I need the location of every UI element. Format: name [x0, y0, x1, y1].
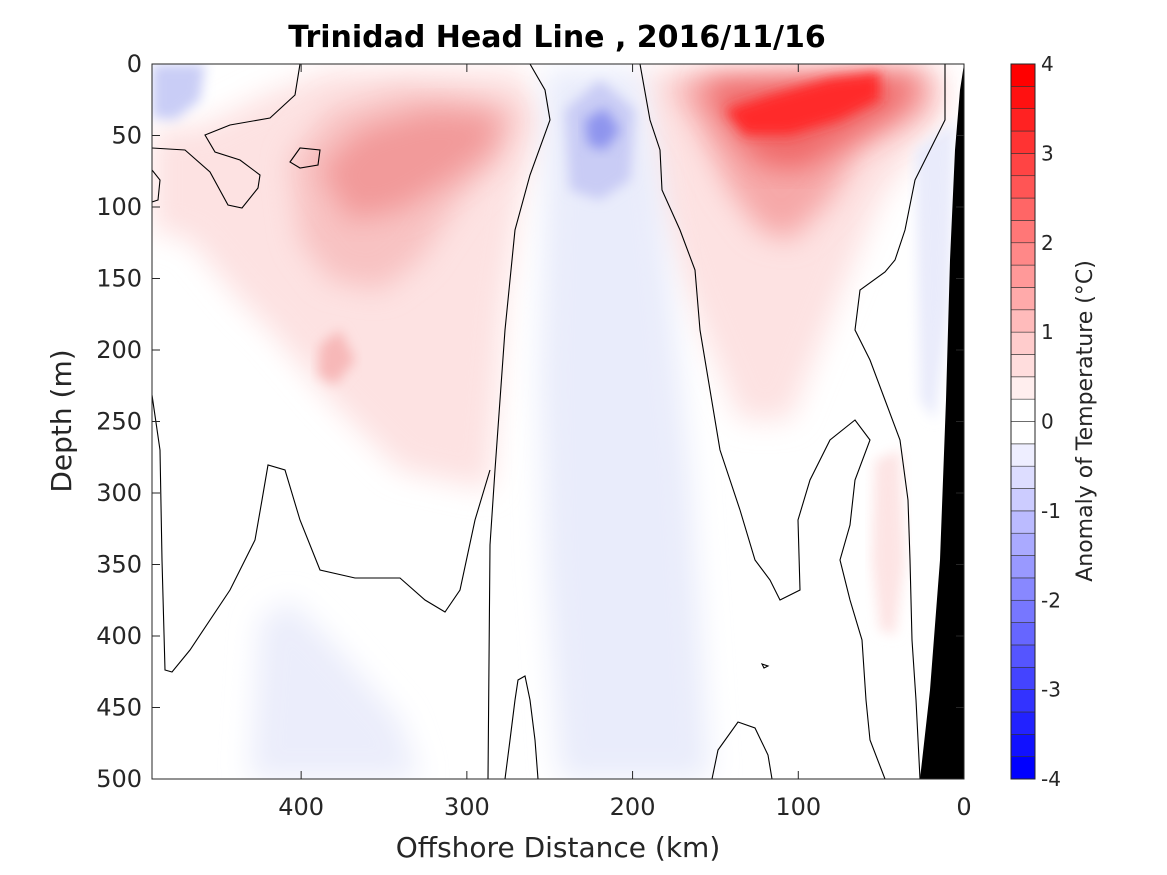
zero-contour-8	[711, 721, 773, 779]
y-tick-label: 50	[111, 122, 142, 150]
y-tick-label: 300	[96, 479, 142, 507]
colorbar-tick-label: 4	[1041, 52, 1054, 76]
y-tick-label: 100	[96, 193, 142, 221]
colorbar-band	[1010, 443, 1036, 467]
colorbar-band	[1010, 264, 1036, 288]
colorbar-band	[1010, 510, 1036, 534]
colorbar-band	[1010, 711, 1036, 735]
colorbar-band	[1010, 242, 1036, 266]
x-tick-label: 400	[278, 793, 324, 821]
colorbar-band	[1010, 644, 1036, 668]
pale-cool-deep-left	[250, 600, 420, 779]
colorbar-tick-label: 2	[1041, 231, 1054, 255]
warm-tongue-left-deep	[318, 330, 355, 385]
y-axis-label: Depth (m)	[45, 349, 78, 492]
zero-contour-7	[504, 675, 539, 779]
colorbar-band	[1010, 376, 1036, 400]
colorbar-band	[1010, 756, 1036, 780]
pale-warm-deep-right	[872, 450, 905, 635]
warm-tongue-left-core	[320, 110, 500, 220]
zero-contour-6	[854, 64, 946, 779]
pale-cool-right-edge	[915, 120, 955, 420]
y-tick-label: 200	[96, 336, 142, 364]
zero-contour-5	[639, 64, 886, 779]
warm-core-right-inner	[725, 72, 880, 135]
x-tick-label: 0	[956, 793, 971, 821]
axes: 0 50 100 150 200 250 300 350 400 450 500 400 300 200 1…	[96, 50, 971, 821]
colorbar-tick-label: -4	[1041, 767, 1061, 791]
pale-cool-surface-left	[152, 64, 205, 120]
colorbar-tick-label: 0	[1041, 410, 1054, 434]
colorbar: -4 -3 -2 -1 0 1 2 3 4	[1010, 52, 1061, 791]
plot-area	[152, 64, 964, 779]
x-tick-label: 300	[444, 793, 490, 821]
colorbar-band	[1010, 689, 1036, 713]
colorbar-band	[1010, 331, 1036, 355]
colorbar-band	[1010, 197, 1036, 221]
colorbar-band	[1010, 599, 1036, 623]
pale-cool-band	[540, 70, 710, 779]
land-mask	[920, 64, 964, 779]
zero-contour-1	[152, 64, 301, 209]
colorbar-tick-label: -3	[1041, 678, 1061, 702]
y-tick-label: 0	[127, 50, 142, 78]
colorbar-band	[1010, 287, 1036, 311]
colorbar-band	[1010, 421, 1036, 445]
colorbar-tick-label: 3	[1041, 141, 1054, 165]
y-tick-label: 250	[96, 408, 142, 436]
zero-contour-4	[152, 394, 491, 673]
colorbar-band	[1010, 153, 1036, 177]
x-tick-label: 100	[775, 793, 821, 821]
colorbar-label: Anomaly of Temperature (°C)	[1073, 260, 1098, 582]
colorbar-tick-label: -1	[1041, 499, 1061, 523]
colorbar-tick-label: -2	[1041, 588, 1061, 612]
y-tick-label: 350	[96, 551, 142, 579]
colorbar-tick-label: 1	[1041, 320, 1054, 344]
colorbar-frame	[1010, 63, 1036, 780]
y-tick-label: 500	[96, 765, 142, 793]
zero-contour-3	[487, 64, 551, 779]
y-tick-label: 400	[96, 622, 142, 650]
colorbar-band	[1010, 130, 1036, 154]
colorbar-band	[1010, 220, 1036, 244]
colorbar-band	[1010, 666, 1036, 690]
colorbar-band	[1010, 532, 1036, 556]
zero-contours	[152, 64, 946, 779]
colorbar-band	[1010, 555, 1036, 579]
colorbar-band	[1010, 86, 1036, 109]
cool-band-core	[585, 108, 620, 150]
colorbar-band	[1010, 108, 1036, 132]
colorbar-band	[1010, 622, 1036, 646]
y-tick-label: 450	[96, 694, 142, 722]
zero-contour-2	[289, 147, 321, 169]
colorbar-band	[1010, 309, 1036, 333]
zero-contour-9	[152, 169, 161, 203]
colorbar-band	[1010, 398, 1036, 422]
zero-contour-10	[760, 663, 770, 669]
colorbar-band	[1010, 354, 1036, 378]
x-axis-label: Offshore Distance (km)	[396, 831, 721, 864]
colorbar-band	[1010, 577, 1036, 601]
anomaly-fill	[152, 64, 964, 779]
colorbar-band	[1010, 63, 1036, 87]
colorbar-band	[1010, 734, 1036, 757]
y-tick-label: 150	[96, 265, 142, 293]
colorbar-band	[1010, 465, 1036, 489]
colorbar-band	[1010, 175, 1036, 199]
colorbar-band	[1010, 488, 1036, 512]
chart-title: Trinidad Head Line , 2016/11/16	[288, 20, 825, 55]
x-tick-label: 200	[610, 793, 656, 821]
